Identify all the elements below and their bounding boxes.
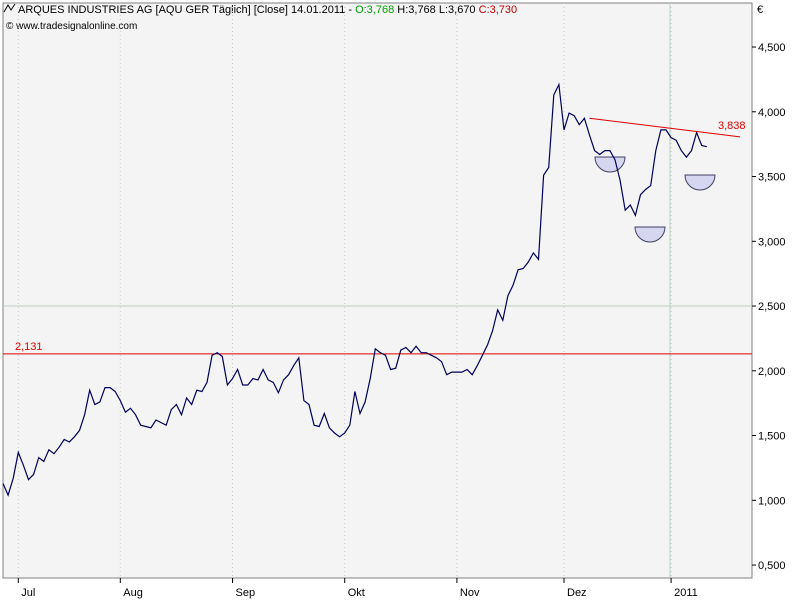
y-unit: € [757, 4, 763, 16]
plot-area [2, 2, 753, 579]
y-tick-label: 3,500 [758, 172, 786, 184]
header-open: O:3,768 [355, 4, 394, 16]
x-tick-label: Nov [460, 587, 480, 599]
trend-line [589, 117, 741, 138]
trend-label: 3,838 [718, 120, 746, 132]
y-tick-label: 0,500 [758, 560, 786, 572]
y-tick-label: 1,000 [758, 495, 786, 507]
chart-icon [3, 3, 16, 13]
header-high-low: H:3,768 L:3,670 [397, 4, 475, 16]
credit: © www.tradesignalonline.com [6, 21, 137, 32]
y-tick-label: 4,000 [758, 107, 786, 119]
x-tick-label: Jul [21, 587, 35, 599]
header-title: ARQUES INDUSTRIES AG [AQU GER Täglich] [… [18, 4, 352, 16]
y-tick-label: 3,000 [758, 236, 786, 248]
x-tick-label: 2011 [674, 587, 698, 599]
x-tick-label: Aug [123, 587, 143, 599]
x-tick-label: Sep [236, 587, 256, 599]
y-tick-label: 4,500 [758, 42, 786, 54]
level-label: 2,131 [15, 341, 43, 353]
y-tick-label: 2,500 [758, 301, 786, 313]
y-tick-label: 1,500 [758, 431, 786, 443]
pattern-marker [684, 174, 716, 191]
y-tick-label: 2,000 [758, 366, 786, 378]
x-tick-label: Dez [567, 587, 587, 599]
pattern-marker [634, 226, 666, 243]
chart-header: ARQUES INDUSTRIES AG [AQU GER Täglich] [… [18, 4, 517, 16]
x-tick-label: Okt [348, 587, 365, 599]
header-close: C:3,730 [479, 4, 518, 16]
price-line [2, 82, 707, 497]
